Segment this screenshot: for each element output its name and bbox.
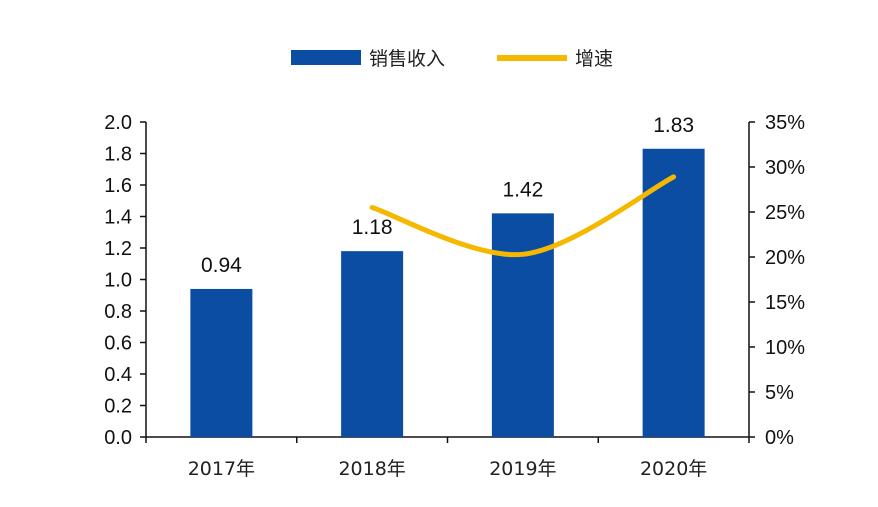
- y-right-tick-label: 20%: [765, 247, 805, 269]
- y-right-tick-label: 30%: [765, 157, 805, 179]
- bars: [190, 148, 705, 437]
- bar-sales: [341, 251, 404, 437]
- legend-swatch-sales: [291, 50, 361, 65]
- x-tick-label: 2020年: [640, 458, 707, 480]
- y-left-tick-label: 1.4: [104, 207, 132, 229]
- legend-label-sales: 销售收入: [369, 48, 445, 70]
- y-left-tick-label: 0.0: [104, 427, 132, 449]
- y-left-tick-label: 1.0: [104, 270, 132, 292]
- y-left-tick-label: 0.2: [104, 396, 132, 418]
- axes: 0.0 0.2 0.4 0.6 0.8 1.0 1.2 1.4 1.6 1.8 2.0 0% 5% 10%…: [104, 112, 805, 480]
- y-left-tick-label: 1.8: [104, 144, 132, 166]
- growth-line: [369, 174, 677, 258]
- bar-sales: [642, 148, 705, 437]
- x-tick-label: 2019年: [489, 458, 556, 480]
- y-right-tick-label: 35%: [765, 112, 805, 134]
- y-left-tick-label: 0.8: [104, 301, 132, 323]
- legend-label-growth: 增速: [575, 48, 613, 70]
- legend: 销售收入 增速: [291, 48, 613, 70]
- bar-data-label: 1.83: [653, 114, 694, 137]
- y-left-tick-label: 0.6: [104, 333, 132, 355]
- y-right-tick-label: 5%: [765, 382, 794, 404]
- bar-data-label: 0.94: [201, 254, 242, 277]
- bar-data-label: 1.42: [502, 178, 543, 201]
- y-left-tick-label: 2.0: [104, 112, 132, 134]
- y-right-tick-label: 15%: [765, 292, 805, 314]
- bar-data-label: 1.18: [352, 216, 393, 239]
- x-tick-label: 2017年: [188, 458, 255, 480]
- growth-line-group: [369, 174, 677, 258]
- y-right-tick-label: 25%: [765, 202, 805, 224]
- bar-sales: [190, 288, 253, 437]
- y-right-tick-label: 10%: [765, 337, 805, 359]
- y-left-tick-label: 1.6: [104, 175, 132, 197]
- data-labels: 0.94 1.18 1.42 1.83: [201, 114, 694, 277]
- y-right-tick-label: 0%: [765, 427, 794, 449]
- y-left-tick-label: 1.2: [104, 238, 132, 260]
- y-left-tick-label: 0.4: [104, 364, 132, 386]
- x-tick-label: 2018年: [338, 458, 405, 480]
